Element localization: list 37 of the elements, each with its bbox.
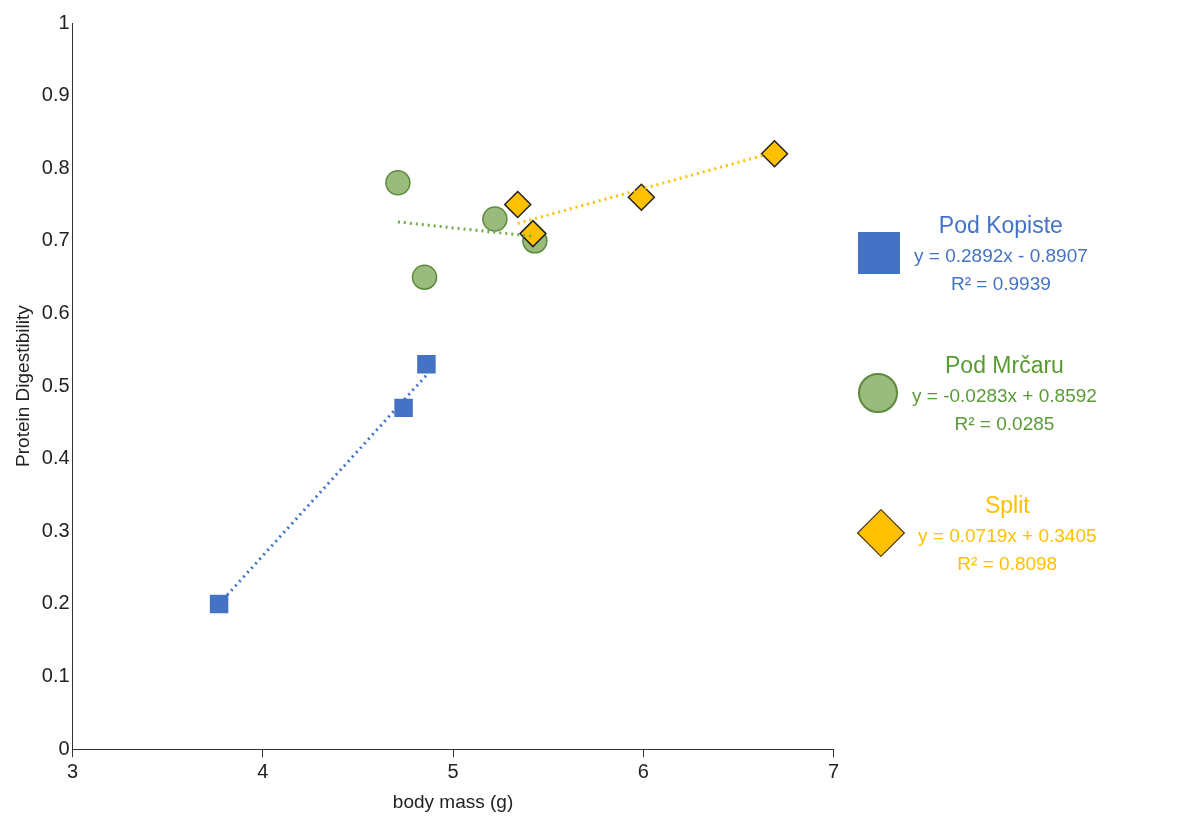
point xyxy=(417,355,436,374)
text: R² = 0.8098 xyxy=(956,552,1059,576)
text: y = -0.0283x + 0.8592 xyxy=(912,384,1097,408)
y-tick-label: 0.4 xyxy=(41,446,70,469)
point xyxy=(394,398,413,418)
x-tick-label: 7 xyxy=(827,759,840,782)
y-tick-label: 0.8 xyxy=(41,155,70,178)
text: Split xyxy=(983,491,1031,520)
point xyxy=(209,594,229,614)
text: Pod Mrčaru xyxy=(944,351,1065,380)
x-tick-label: 4 xyxy=(257,759,269,782)
x-axis-title: body mass (g) xyxy=(392,790,514,812)
point xyxy=(385,170,411,196)
x-tick-label: 6 xyxy=(637,759,649,782)
y-tick-label: 0.2 xyxy=(41,591,70,614)
y-tick-label: 0 xyxy=(58,736,70,759)
point xyxy=(411,264,438,290)
y-tick-label: 1 xyxy=(58,10,70,33)
text: y = 0.0719x + 0.3405 xyxy=(918,524,1097,548)
point xyxy=(503,190,532,219)
text: R² = 0.9939 xyxy=(949,272,1052,296)
y-axis-title: Protein Digestibility xyxy=(11,304,33,467)
y-tick-label: 0.5 xyxy=(41,373,70,396)
y-tick-label: 0.6 xyxy=(41,301,70,323)
point xyxy=(627,183,656,212)
y-tick-label: 0.9 xyxy=(41,83,70,106)
text: Pod Kopiste xyxy=(937,211,1064,240)
y-tick-label: 0.7 xyxy=(41,228,70,251)
x-tick-label: 5 xyxy=(447,759,459,782)
y-tick-label: 0.3 xyxy=(41,518,70,541)
x-tick-label: 3 xyxy=(67,759,79,782)
point xyxy=(482,206,508,232)
point xyxy=(519,219,547,248)
point xyxy=(760,139,789,168)
text: y = 0.2892x - 0.8907 xyxy=(914,244,1088,268)
y-tick-label: 0.1 xyxy=(41,664,70,687)
text: R² = 0.0285 xyxy=(953,412,1056,436)
